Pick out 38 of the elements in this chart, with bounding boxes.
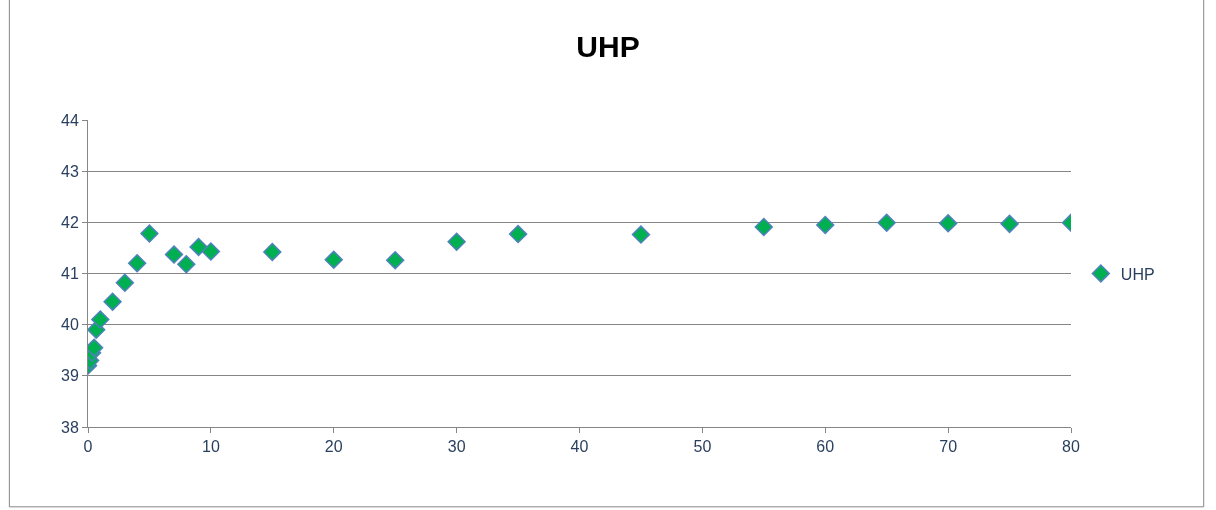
chart-title: UHP: [576, 29, 640, 63]
y-tick-label: 38: [61, 418, 79, 436]
x-tick-label: 20: [324, 438, 343, 456]
y-tick-label: 44: [61, 111, 79, 129]
point: [91, 310, 110, 329]
point: [447, 232, 466, 251]
point: [164, 245, 184, 264]
y-tick-label: 42: [61, 213, 79, 231]
x-tick-label: 60: [816, 438, 835, 456]
x-tick-label: 0: [83, 438, 93, 456]
point: [938, 214, 958, 233]
x-tick-label: 80: [1062, 438, 1080, 456]
y-tick-label: 40: [61, 316, 79, 334]
legend-label: UHP: [1120, 265, 1155, 283]
point: [631, 225, 651, 244]
point: [816, 215, 835, 235]
point: [140, 224, 159, 243]
x-tick-label: 30: [447, 438, 466, 456]
point: [177, 255, 196, 274]
y-tick-label: 41: [61, 265, 79, 283]
point: [385, 251, 405, 270]
x-tick-label: 70: [939, 438, 958, 456]
point: [127, 254, 147, 273]
point: [877, 213, 896, 233]
point: [115, 273, 135, 292]
x-tick-label: 50: [693, 438, 712, 456]
point: [189, 237, 208, 257]
x-tick-label: 10: [201, 438, 220, 456]
point: [754, 217, 774, 237]
y-tick-label: 43: [61, 162, 79, 180]
point: [324, 250, 343, 269]
point: [1000, 214, 1019, 234]
y-tick-label: 39: [61, 367, 79, 385]
point: [508, 224, 528, 244]
point: [263, 242, 282, 262]
point: [201, 242, 221, 261]
x-tick-label: 40: [570, 438, 589, 456]
point: [103, 292, 122, 311]
